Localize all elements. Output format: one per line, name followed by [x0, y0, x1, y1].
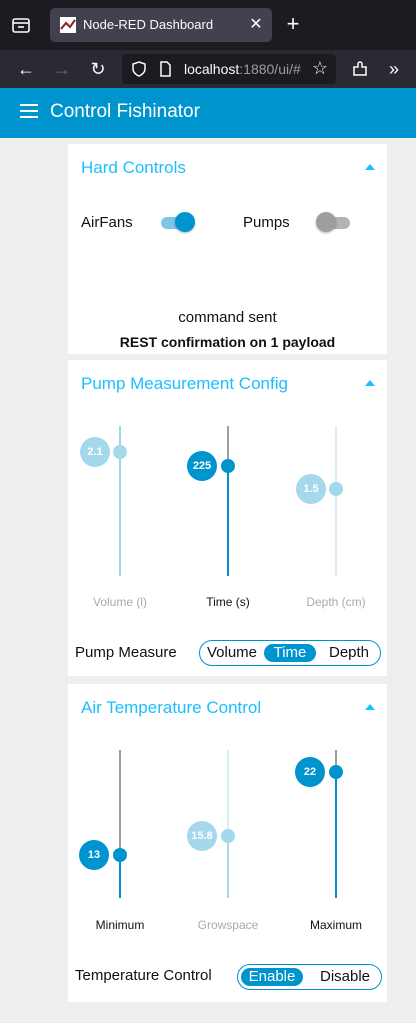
growspace-slider-thumb[interactable]: [221, 829, 235, 843]
depth-slider-label: Depth (cm): [306, 595, 366, 609]
depth-value-bubble: 1.5: [296, 474, 326, 504]
back-icon[interactable]: ←: [17, 59, 35, 79]
hard-controls-header[interactable]: Hard Controls: [81, 158, 186, 177]
maximum-slider-label: Maximum: [309, 918, 362, 932]
pump-measure-option-time[interactable]: Time: [264, 644, 316, 662]
pump-measure-button-group: Volume Time Depth: [199, 640, 381, 666]
pumps-label: Pumps: [243, 214, 290, 231]
volume-value-bubble: 2.1: [80, 437, 110, 467]
time-slider-thumb[interactable]: [221, 459, 235, 473]
tab-list-icon[interactable]: [10, 14, 32, 36]
pump-measure-option-depth[interactable]: Depth: [328, 644, 370, 661]
collapse-caret-icon[interactable]: [365, 164, 375, 170]
hamburger-menu-icon[interactable]: [20, 104, 38, 122]
time-slider-label: Time (s): [206, 595, 250, 609]
url-bar[interactable]: localhost:1880/ui/#: [122, 54, 336, 84]
pump-config-card: Pump Measurement Config 2.1 Volume (l) 2…: [68, 360, 387, 676]
maximum-slider[interactable]: 22: [295, 750, 376, 898]
time-slider[interactable]: 225: [187, 426, 268, 576]
browser-tab-bar: Node-RED Dashboard ✕ +: [0, 0, 416, 50]
volume-slider-label: Volume (l): [92, 595, 148, 609]
collapse-caret-icon[interactable]: [365, 380, 375, 386]
temperature-control-option-disable[interactable]: Disable: [319, 968, 371, 985]
minimum-value-bubble: 13: [79, 840, 109, 870]
node-red-favicon-icon: [60, 17, 76, 33]
extensions-icon[interactable]: [348, 57, 372, 81]
close-tab-icon[interactable]: ✕: [249, 16, 263, 33]
pump-config-header[interactable]: Pump Measurement Config: [81, 374, 288, 393]
temperature-control-option-enable[interactable]: Enable: [241, 968, 303, 986]
browser-nav-bar: ← → ↻ localhost:1880/ui/# ☆ »: [0, 50, 416, 88]
growspace-slider-label: Growspace: [197, 918, 259, 932]
minimum-slider-label: Minimum: [95, 918, 145, 932]
air-temp-header[interactable]: Air Temperature Control: [81, 698, 262, 717]
minimum-slider-thumb[interactable]: [113, 848, 127, 862]
tab-title: Node-RED Dashboard: [83, 17, 214, 32]
maximum-value-bubble: 22: [295, 757, 325, 787]
pump-measure-label: Pump Measure: [75, 644, 177, 661]
pumps-toggle[interactable]: [316, 212, 352, 232]
airfans-label: AirFans: [81, 214, 133, 231]
minimum-slider[interactable]: 13: [79, 750, 160, 898]
growspace-value-bubble: 15.8: [187, 821, 217, 851]
bookmark-star-icon[interactable]: ☆: [311, 58, 329, 78]
volume-slider-thumb[interactable]: [113, 445, 127, 459]
collapse-caret-icon[interactable]: [365, 704, 375, 710]
dashboard-title: Control Fishinator: [50, 101, 200, 122]
new-tab-icon[interactable]: +: [286, 11, 300, 36]
volume-slider[interactable]: 2.1: [80, 426, 160, 576]
depth-slider-thumb[interactable]: [329, 482, 343, 496]
temperature-control-label: Temperature Control: [75, 967, 212, 984]
reload-icon[interactable]: ↻: [90, 59, 106, 79]
url-text: localhost:1880/ui/#: [184, 61, 301, 77]
time-value-bubble: 225: [187, 451, 217, 481]
rest-confirmation-text: REST confirmation on 1 payload: [119, 334, 336, 350]
air-temp-card: Air Temperature Control 13 Minimum 15.8 …: [68, 684, 387, 1002]
overflow-menu-icon[interactable]: »: [388, 59, 399, 79]
page-icon[interactable]: [156, 60, 174, 78]
dashboard-toolbar: Control Fishinator: [0, 88, 416, 138]
browser-tab[interactable]: Node-RED Dashboard ✕: [50, 8, 272, 42]
forward-icon[interactable]: →: [53, 59, 71, 79]
growspace-slider[interactable]: 15.8: [187, 750, 268, 898]
pump-measure-option-volume[interactable]: Volume: [206, 644, 258, 661]
hard-controls-card: Hard Controls AirFans Pumps command sent…: [68, 144, 387, 354]
airfans-toggle[interactable]: [159, 212, 195, 232]
depth-slider[interactable]: 1.5: [296, 426, 376, 576]
maximum-slider-thumb[interactable]: [329, 765, 343, 779]
command-status-text: command sent: [178, 309, 277, 326]
temperature-control-button-group: Enable Disable: [237, 964, 382, 990]
shield-icon[interactable]: [130, 60, 148, 78]
